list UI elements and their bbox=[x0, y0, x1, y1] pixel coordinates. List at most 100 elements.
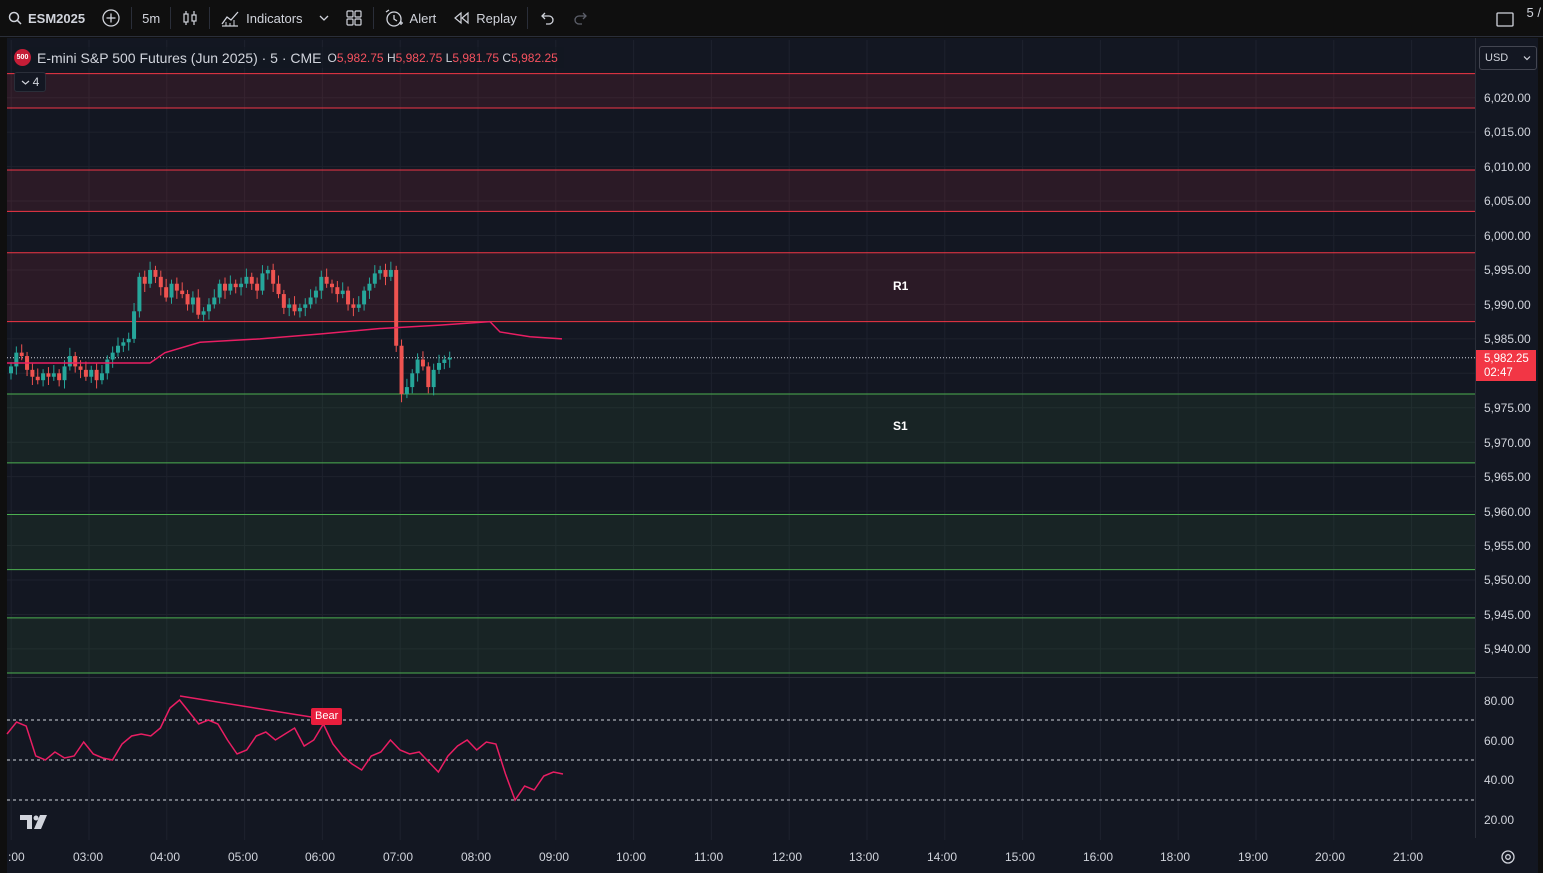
bar-countdown: 02:47 bbox=[1484, 367, 1513, 379]
search-icon bbox=[8, 11, 22, 25]
undo-icon bbox=[538, 11, 556, 25]
price-axis-label: 6,010.00 bbox=[1484, 160, 1531, 174]
time-axis-label: 18:00 bbox=[1160, 850, 1191, 864]
open-value: 5,982.75 bbox=[336, 50, 384, 65]
price-axis-label: 5,950.00 bbox=[1484, 573, 1531, 587]
candle-down bbox=[180, 290, 185, 295]
candle-up bbox=[367, 283, 372, 291]
candle-down bbox=[426, 366, 431, 388]
rsi-axis-label: 60.00 bbox=[1484, 734, 1515, 748]
candle-up bbox=[201, 311, 206, 315]
replay-button[interactable]: Replay bbox=[444, 0, 524, 37]
candle-up bbox=[244, 276, 249, 284]
toolbar-divider bbox=[526, 7, 528, 29]
right-edge bbox=[1538, 38, 1543, 873]
templates-icon bbox=[345, 9, 363, 27]
symbol-legend[interactable]: 500 E-mini S&P 500 Futures (Jun 2025) · … bbox=[14, 47, 564, 68]
currency-select[interactable]: USD bbox=[1479, 46, 1537, 70]
redo-icon bbox=[572, 11, 590, 25]
candle-up bbox=[372, 273, 377, 284]
candle-up bbox=[116, 345, 120, 353]
candle-up bbox=[105, 359, 110, 374]
price-axis-label: 5,975.00 bbox=[1484, 401, 1531, 415]
candle-up bbox=[410, 373, 415, 388]
candle-down bbox=[223, 283, 227, 291]
candle-down bbox=[420, 359, 425, 367]
candle-down bbox=[351, 304, 356, 308]
add-symbol-button[interactable] bbox=[93, 0, 129, 37]
candle-down bbox=[30, 369, 35, 377]
candle-down bbox=[73, 356, 78, 367]
chart-area[interactable] bbox=[0, 38, 1543, 873]
time-axis-label: 04:00 bbox=[150, 850, 181, 864]
pane-separator[interactable] bbox=[7, 677, 1538, 678]
time-axis-label: 06:00 bbox=[305, 850, 336, 864]
toolbar-divider bbox=[372, 7, 374, 29]
settings-icon[interactable] bbox=[1499, 848, 1517, 871]
sr-zones bbox=[7, 73, 1475, 674]
fullscreen-button[interactable] bbox=[1487, 0, 1523, 37]
undo-button[interactable] bbox=[530, 0, 564, 37]
candle-up bbox=[99, 373, 104, 381]
price-axis-label: 5,990.00 bbox=[1484, 298, 1531, 312]
symbol-title: E-mini S&P 500 Futures (Jun 2025) · 5 · … bbox=[37, 49, 322, 66]
interval-button[interactable]: 5m bbox=[134, 0, 168, 37]
chart-type-button[interactable] bbox=[173, 0, 207, 37]
candle-down bbox=[46, 373, 51, 377]
support-zone bbox=[7, 514, 1475, 570]
close-value: 5,982.25 bbox=[511, 50, 558, 65]
toolbar-right: 5 / bbox=[1487, 0, 1543, 37]
candle-up bbox=[190, 297, 195, 305]
candle-up bbox=[126, 338, 131, 343]
time-axis-label: 08:00 bbox=[461, 850, 492, 864]
candle-up bbox=[442, 359, 447, 363]
candle-down bbox=[19, 352, 24, 357]
alert-button[interactable]: Alert bbox=[376, 0, 445, 37]
time-axis-label: 03:00 bbox=[73, 850, 104, 864]
price-axis-label: 5,970.00 bbox=[1484, 436, 1531, 450]
candle-up bbox=[217, 283, 222, 298]
open-key: O bbox=[327, 50, 337, 65]
candle-down bbox=[94, 369, 99, 381]
high-value: 5,982.75 bbox=[395, 50, 443, 65]
candle-up bbox=[447, 357, 452, 360]
candle-up bbox=[308, 297, 313, 305]
left-edge bbox=[0, 38, 7, 873]
time-axis-label: 07:00 bbox=[383, 850, 414, 864]
candle-up bbox=[89, 369, 94, 377]
price-axis-label: 6,020.00 bbox=[1484, 91, 1531, 105]
indicators-button[interactable]: Indicators bbox=[212, 0, 310, 37]
templates-button[interactable] bbox=[337, 0, 371, 37]
candle-up bbox=[319, 276, 324, 291]
ohlc-values: O5,982.75 H5,982.75 L5,981.75 C5,982.25 bbox=[328, 51, 558, 65]
price-axis-label: 6,015.00 bbox=[1484, 125, 1531, 139]
candle-up bbox=[356, 304, 361, 308]
time-axis-label: 16:00 bbox=[1083, 850, 1114, 864]
candle-up bbox=[362, 290, 367, 305]
rsi-line bbox=[6, 698, 564, 802]
candle-up bbox=[437, 362, 441, 370]
candle-down bbox=[164, 287, 169, 298]
bear-divergence-line bbox=[179, 695, 331, 721]
tradingview-logo[interactable] bbox=[19, 812, 51, 832]
redo-button[interactable] bbox=[564, 0, 598, 37]
price-axis-border bbox=[1475, 38, 1476, 838]
indicators-collapse-button[interactable]: 4 bbox=[14, 72, 46, 92]
indicators-dropdown[interactable] bbox=[311, 0, 337, 37]
candle-down bbox=[383, 269, 388, 277]
moving-average-line bbox=[7, 320, 563, 364]
symbol-search-button[interactable]: ESM2025 bbox=[0, 0, 93, 37]
time-axis-label: 05:00 bbox=[228, 850, 259, 864]
candle-up bbox=[51, 373, 56, 377]
candle-down bbox=[335, 287, 340, 295]
currency-label: USD bbox=[1485, 52, 1509, 64]
indicators-icon bbox=[220, 9, 240, 27]
candle-up bbox=[404, 387, 409, 394]
toolbar-divider bbox=[170, 7, 172, 29]
symbol-label: ESM2025 bbox=[28, 10, 86, 26]
candle-up bbox=[287, 304, 292, 308]
candle-up bbox=[41, 373, 46, 381]
chevron-down-icon bbox=[319, 14, 329, 22]
replay-label: Replay bbox=[476, 10, 517, 26]
